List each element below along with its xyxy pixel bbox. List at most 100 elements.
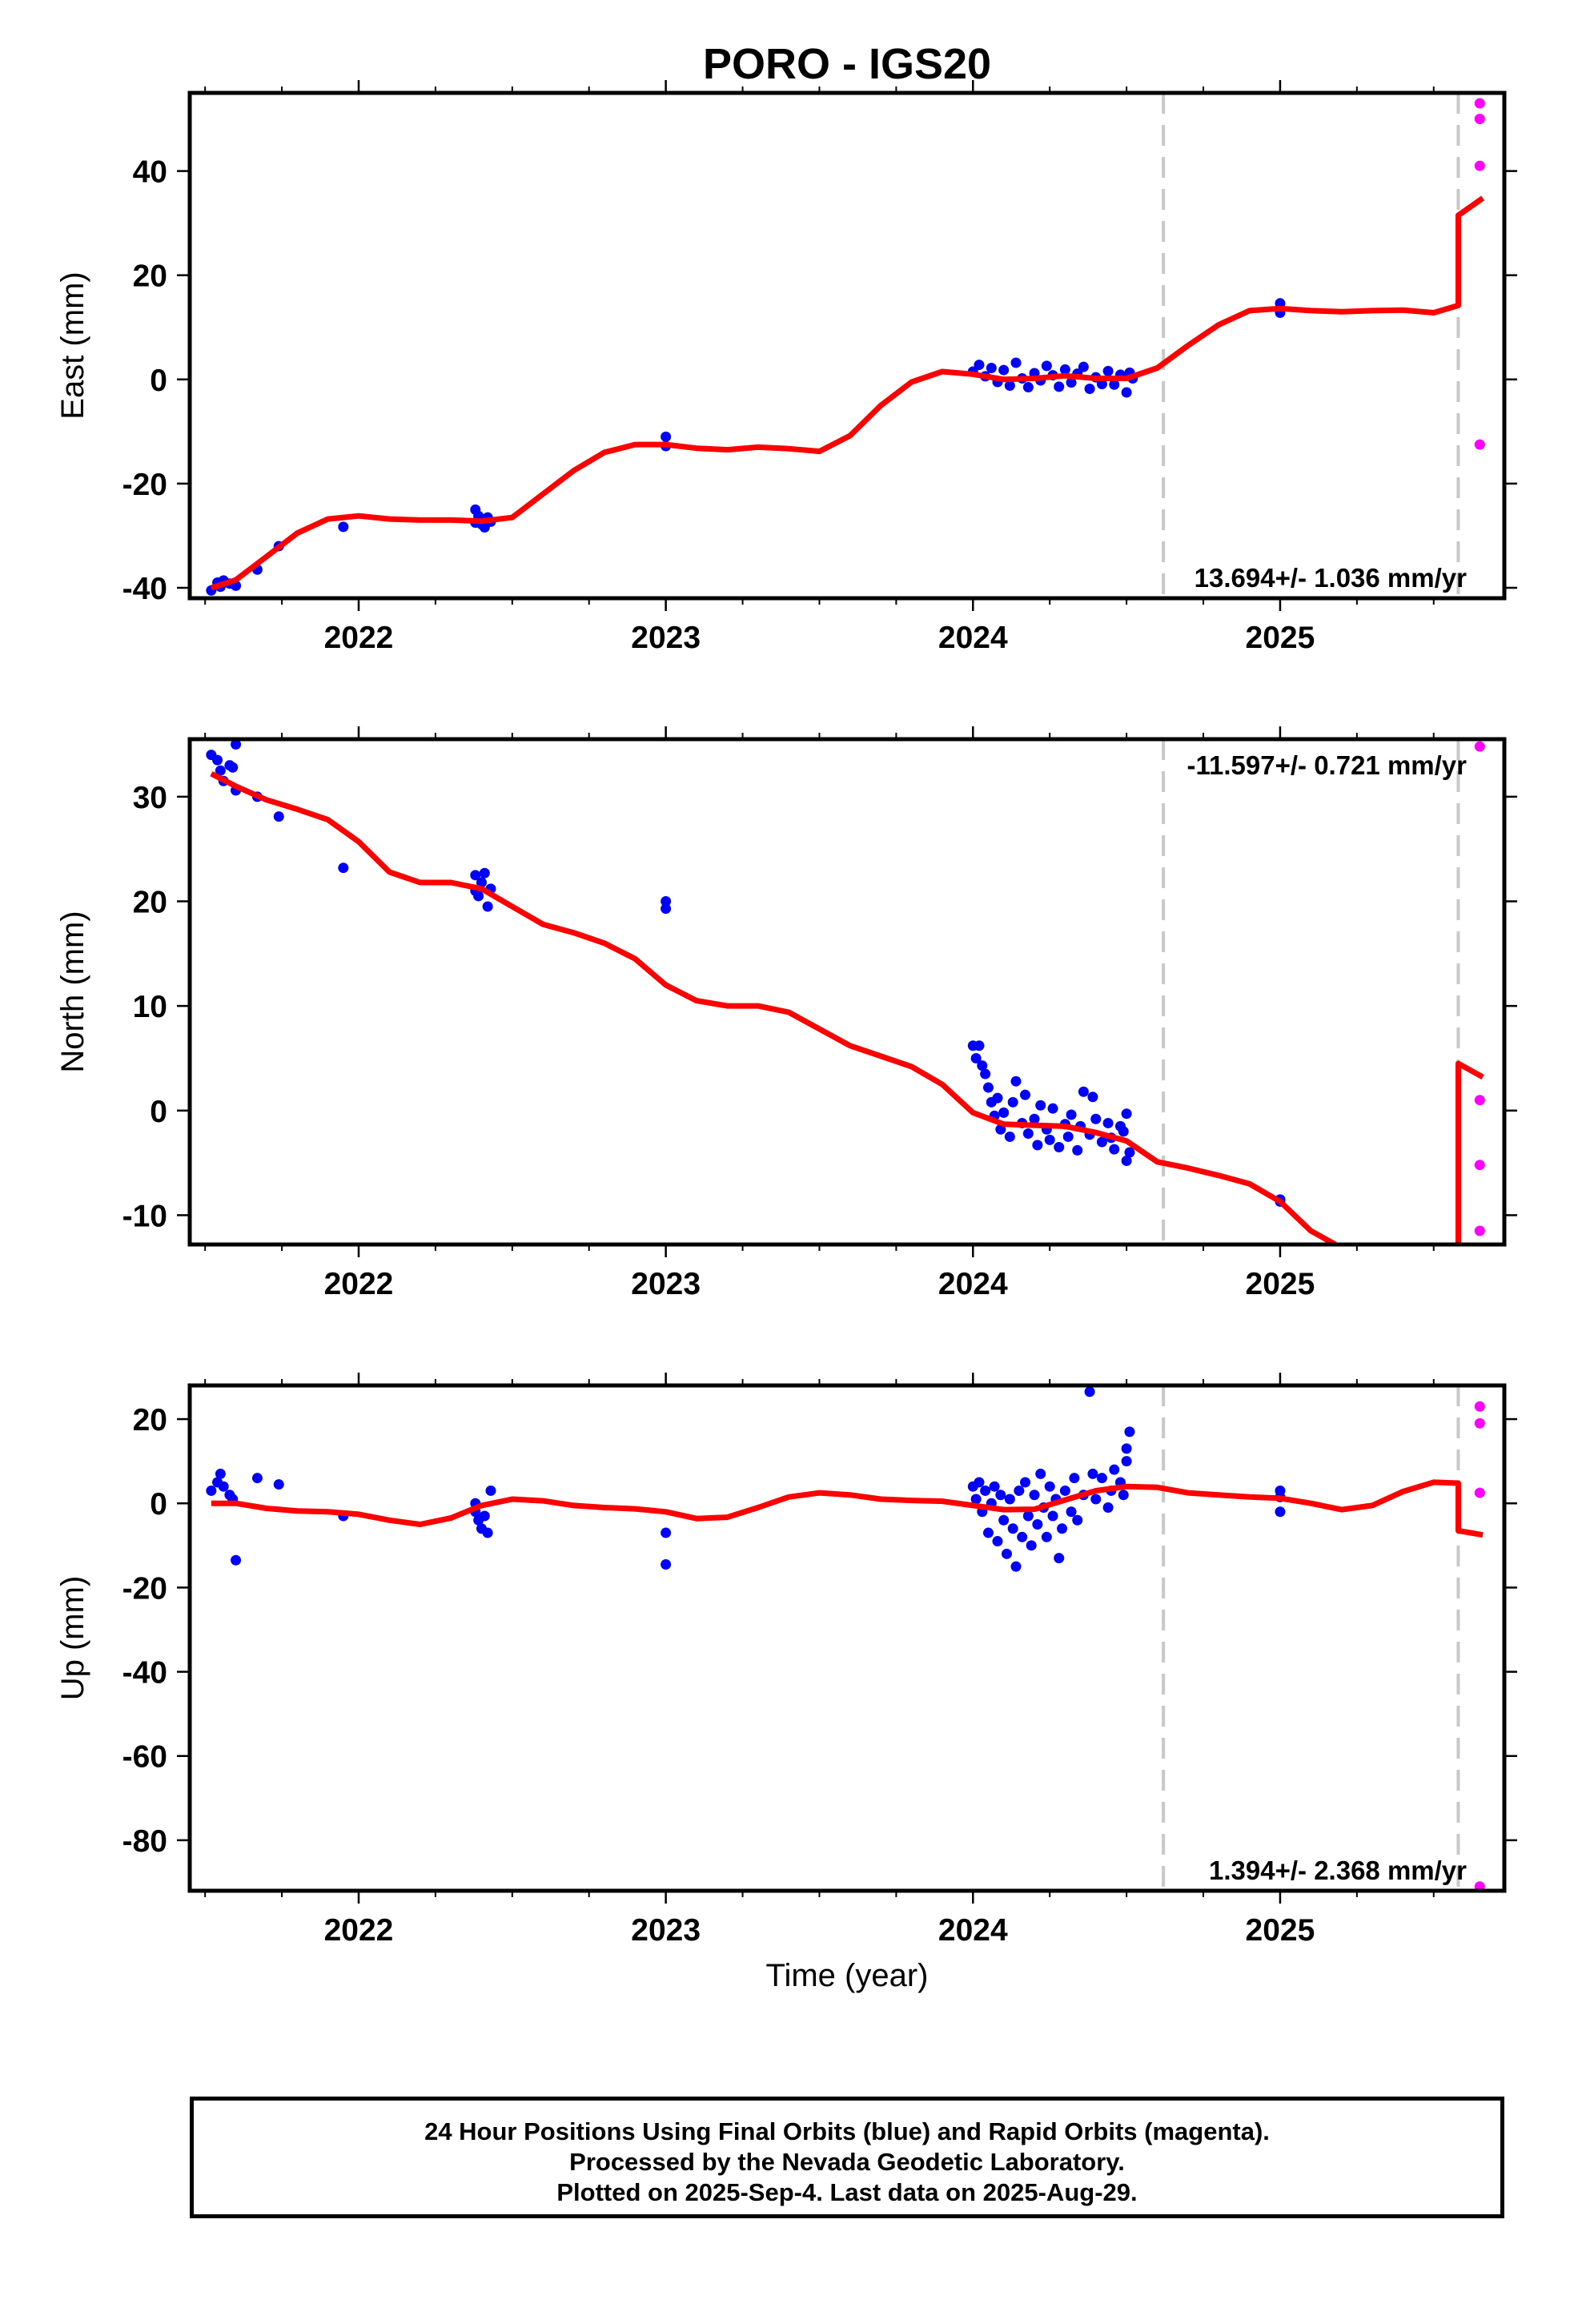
north-final-point	[1022, 1128, 1034, 1140]
east-final-point	[1078, 361, 1089, 372]
east-final-point	[661, 431, 672, 442]
up-final-point	[479, 1510, 490, 1522]
north-final-point	[661, 895, 672, 907]
north-final-point	[977, 1060, 988, 1072]
north-y-tick-label: 30	[133, 781, 167, 815]
north-rapid-point	[1474, 1225, 1485, 1236]
north-final-point	[1102, 1117, 1114, 1128]
up-final-point	[1072, 1514, 1083, 1526]
east-final-point	[1022, 382, 1034, 393]
east-final-point	[1102, 365, 1114, 376]
up-final-point	[1014, 1485, 1025, 1496]
up-final-point	[1059, 1485, 1070, 1496]
north-y-tick-label: 20	[133, 885, 167, 919]
north-final-point	[470, 870, 481, 881]
north-final-point	[476, 877, 487, 888]
up-plot-area	[206, 1386, 1485, 1891]
north-final-point	[1044, 1134, 1055, 1145]
up-y-tick-label: -80	[122, 1824, 167, 1859]
footer-line-2: Processed by the Nevada Geodetic Laborat…	[569, 2148, 1125, 2176]
east-x-tick-label: 2022	[324, 621, 394, 655]
north-final-point	[1118, 1126, 1129, 1137]
up-y-axis-label: Up (mm)	[55, 1576, 90, 1701]
north-plot-area	[206, 739, 1485, 1244]
east-x-tick-label: 2024	[938, 621, 1008, 655]
east-final-point	[974, 360, 985, 371]
north-final-point	[231, 739, 242, 750]
east-y-tick-label: -40	[122, 572, 167, 606]
up-final-point	[1084, 1386, 1095, 1397]
up-final-point	[1020, 1477, 1031, 1488]
north-final-point	[998, 1107, 1010, 1118]
up-final-point	[215, 1468, 226, 1479]
north-final-point	[974, 1040, 985, 1051]
east-plot-area	[206, 98, 1485, 596]
up-final-point	[1004, 1494, 1015, 1505]
east-rapid-point	[1474, 114, 1485, 125]
east-final-point	[1041, 360, 1052, 372]
north-final-point	[1062, 1131, 1074, 1142]
up-final-point	[1044, 1481, 1055, 1492]
up-final-point	[1029, 1490, 1040, 1501]
east-y-tick-label: 20	[133, 259, 167, 294]
up-frame	[187, 1383, 1507, 1893]
up-final-point	[1121, 1456, 1132, 1467]
north-final-point	[482, 901, 493, 912]
east-final-point	[1059, 364, 1070, 375]
up-final-point	[218, 1481, 229, 1492]
north-final-point	[980, 1068, 991, 1080]
up-final-point	[485, 1485, 496, 1496]
north-final-point	[1029, 1113, 1040, 1124]
north-final-point	[1121, 1108, 1132, 1120]
north-x-tick-label: 2025	[1246, 1267, 1315, 1301]
north-x-tick-label: 2023	[631, 1267, 701, 1301]
north-y-tick-label: 0	[150, 1095, 167, 1129]
east-final-point	[1004, 380, 1015, 392]
east-final-point	[986, 362, 997, 373]
north-final-point	[273, 811, 284, 822]
up-final-point	[1001, 1548, 1012, 1559]
north-final-point	[1047, 1103, 1058, 1114]
up-x-tick-label: 2023	[631, 1913, 701, 1948]
up-final-point	[1069, 1473, 1080, 1484]
north-y-tick-label: -10	[122, 1199, 167, 1233]
north-final-point	[1121, 1155, 1132, 1166]
up-final-point	[1109, 1464, 1120, 1475]
east-final-point	[1054, 381, 1065, 392]
north-final-point	[215, 765, 226, 776]
east-final-point	[1121, 387, 1132, 398]
chart-title: PORO - IGS20	[703, 40, 991, 88]
footer-line-3: Plotted on 2025-Sep-4. Last data on 2025…	[556, 2178, 1138, 2206]
east-panel: 2022 2023 2024 2025 -40 -20 0 20 40 East (mm) 13.6…	[55, 80, 1517, 655]
east-final-point	[1096, 379, 1107, 390]
up-final-point	[1090, 1494, 1102, 1505]
up-y-tick-label: -20	[122, 1571, 167, 1606]
north-final-point	[992, 1092, 1003, 1104]
north-final-point	[1010, 1076, 1022, 1087]
north-final-point	[1066, 1109, 1077, 1120]
east-final-point	[338, 521, 349, 533]
up-final-point	[989, 1481, 1000, 1492]
north-rate-label: -11.597+/- 0.721 mm/yr	[1187, 750, 1468, 780]
north-final-point	[1124, 1147, 1135, 1158]
north-final-point	[1109, 1144, 1120, 1155]
up-final-point	[1017, 1531, 1028, 1542]
up-rapid-point	[1474, 1881, 1485, 1891]
up-final-point	[1007, 1523, 1018, 1534]
up-final-point	[974, 1477, 985, 1488]
north-final-point	[227, 762, 239, 773]
up-final-point	[992, 1536, 1003, 1547]
x-axis-label: Time (year)	[766, 1958, 929, 1993]
north-final-point	[1032, 1140, 1043, 1151]
east-rapid-point	[1474, 98, 1485, 109]
east-x-tick-label: 2025	[1246, 621, 1315, 655]
north-final-point	[479, 867, 490, 879]
up-final-point	[1057, 1523, 1068, 1534]
up-final-point	[273, 1479, 284, 1490]
up-final-point	[1022, 1510, 1034, 1522]
east-y-tick-label: 0	[150, 364, 167, 398]
up-y-tick-label: 0	[150, 1487, 167, 1522]
footer-line-1: 24 Hour Positions Using Final Orbits (bl…	[424, 2117, 1270, 2145]
north-final-point	[473, 891, 484, 902]
up-rapid-point	[1474, 1401, 1485, 1412]
